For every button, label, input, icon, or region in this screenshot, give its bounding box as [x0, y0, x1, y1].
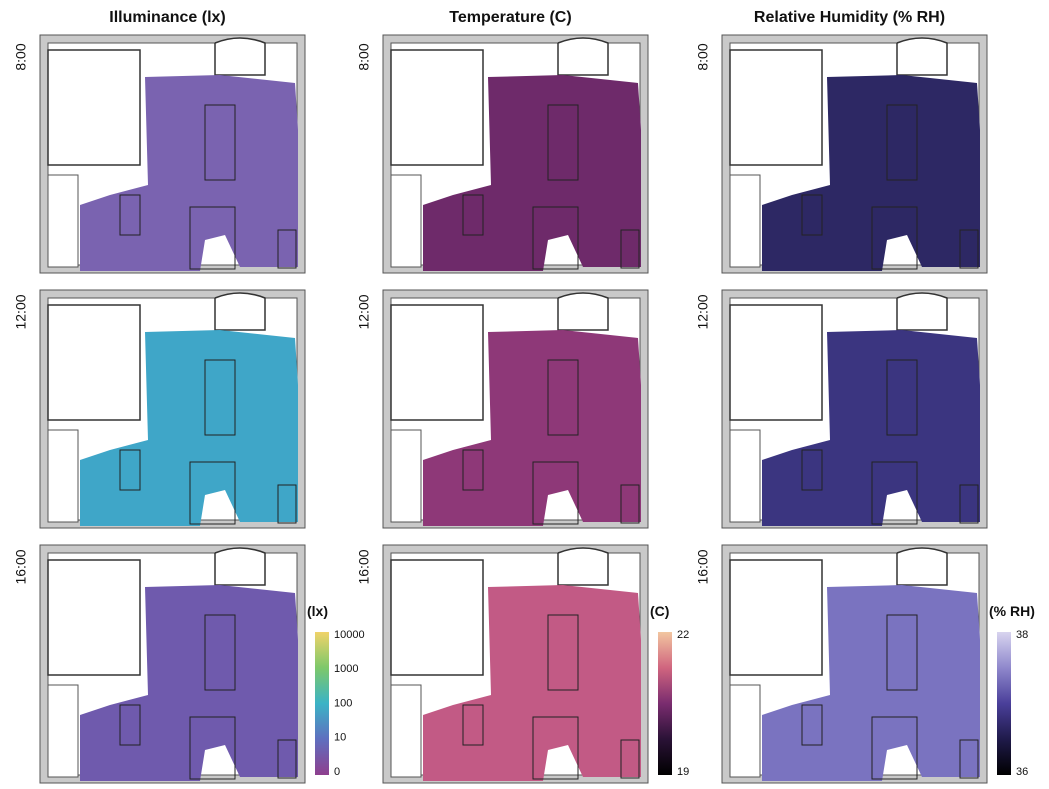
row-label: 16:00: [695, 549, 711, 584]
colorbar-label: (C): [650, 603, 669, 619]
arch: [558, 548, 608, 585]
room: [48, 685, 78, 777]
floor-plan: [383, 545, 648, 783]
room: [48, 430, 78, 522]
room: [391, 430, 421, 522]
room: [730, 50, 822, 165]
room: [730, 175, 760, 267]
arch: [897, 548, 947, 585]
colorbar-tick-label: 1000: [334, 663, 358, 675]
arch: [215, 38, 265, 75]
floor-plan: [722, 290, 987, 528]
colorbar-tick-label: 10000: [334, 629, 365, 641]
row-label: 12:00: [695, 294, 711, 329]
row-label: 8:00: [695, 43, 711, 70]
floor-plan: [40, 545, 305, 783]
colorbar-tick-label: 36: [1016, 766, 1028, 778]
room: [48, 175, 78, 267]
room: [730, 560, 822, 675]
floor-plan: [40, 290, 305, 528]
floor-plan: [40, 35, 305, 273]
colorbar-tick-label: 10: [334, 732, 346, 744]
arch: [897, 293, 947, 330]
colorbar-tick-label: 38: [1016, 629, 1028, 641]
row-label: 16:00: [13, 549, 29, 584]
floor-plan: [383, 35, 648, 273]
arch: [558, 293, 608, 330]
arch: [897, 38, 947, 75]
colorbar-tick-label: 0: [334, 766, 340, 778]
arch: [215, 293, 265, 330]
room: [48, 560, 140, 675]
figure: Illuminance (lx)8:0012:0016:00(lx)100001…: [0, 0, 1049, 784]
room: [391, 560, 483, 675]
column-title: Illuminance (lx): [109, 9, 225, 26]
room: [391, 305, 483, 420]
floor-plan: [722, 545, 987, 783]
room: [730, 430, 760, 522]
floor-plan: [722, 35, 987, 273]
row-label: 12:00: [13, 294, 29, 329]
row-label: 12:00: [356, 294, 372, 329]
arch: [215, 548, 265, 585]
colorbar-label: (lx): [307, 603, 328, 619]
colorbar-tick-label: 22: [677, 629, 689, 641]
room: [48, 305, 140, 420]
room: [730, 685, 760, 777]
arch: [558, 38, 608, 75]
room: [730, 305, 822, 420]
room: [391, 50, 483, 165]
column-title: Relative Humidity (% RH): [754, 9, 945, 26]
colorbar: [315, 632, 329, 775]
colorbar: [658, 632, 672, 775]
column-title: Temperature (C): [449, 9, 571, 26]
colorbar-tick-label: 19: [677, 766, 689, 778]
room: [391, 685, 421, 777]
colorbar-tick-label: 100: [334, 697, 352, 709]
room: [391, 175, 421, 267]
row-label: 8:00: [13, 43, 29, 70]
colorbar: [997, 632, 1011, 775]
room: [48, 50, 140, 165]
row-label: 8:00: [356, 43, 372, 70]
row-label: 16:00: [356, 549, 372, 584]
floor-plan: [383, 290, 648, 528]
colorbar-label: (% RH): [989, 603, 1035, 619]
